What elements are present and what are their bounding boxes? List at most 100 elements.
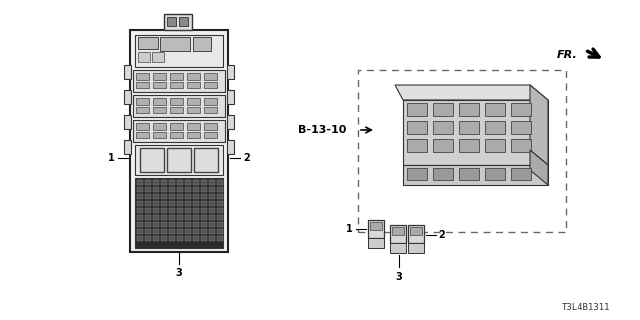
Bar: [433, 103, 453, 116]
Bar: [169, 236, 175, 241]
Bar: [209, 236, 215, 241]
Bar: [138, 52, 150, 62]
Bar: [145, 236, 151, 241]
Bar: [177, 229, 183, 234]
Bar: [137, 229, 143, 234]
Bar: [204, 82, 217, 88]
Bar: [140, 148, 164, 172]
Text: 1: 1: [346, 224, 353, 234]
Bar: [161, 201, 167, 206]
Bar: [137, 236, 143, 241]
Bar: [201, 236, 207, 241]
Bar: [170, 123, 183, 130]
Bar: [145, 215, 151, 220]
Bar: [185, 229, 191, 234]
Bar: [153, 73, 166, 80]
Bar: [130, 30, 228, 252]
Bar: [145, 194, 151, 199]
Bar: [209, 187, 215, 192]
Bar: [209, 208, 215, 213]
Bar: [138, 37, 158, 49]
Bar: [161, 187, 167, 192]
Bar: [177, 201, 183, 206]
Bar: [193, 222, 199, 227]
Bar: [124, 65, 131, 79]
Bar: [153, 229, 159, 234]
Bar: [407, 139, 427, 152]
Bar: [209, 222, 215, 227]
Bar: [153, 123, 166, 130]
Text: 3: 3: [175, 268, 182, 278]
Bar: [135, 35, 223, 67]
Bar: [433, 168, 453, 180]
Bar: [459, 139, 479, 152]
Bar: [209, 201, 215, 206]
Bar: [145, 222, 151, 227]
Bar: [185, 222, 191, 227]
Bar: [407, 103, 427, 116]
Bar: [136, 107, 149, 113]
Bar: [153, 194, 159, 199]
Bar: [137, 215, 143, 220]
Bar: [153, 208, 159, 213]
Bar: [217, 215, 223, 220]
Text: 3: 3: [396, 272, 403, 282]
Polygon shape: [403, 165, 548, 185]
Bar: [124, 140, 131, 154]
Bar: [187, 98, 200, 105]
Bar: [187, 123, 200, 130]
Bar: [227, 140, 234, 154]
Bar: [209, 229, 215, 234]
Bar: [185, 201, 191, 206]
Bar: [204, 132, 217, 138]
Bar: [201, 222, 207, 227]
Bar: [169, 201, 175, 206]
Bar: [170, 73, 183, 80]
Bar: [227, 65, 234, 79]
Bar: [153, 82, 166, 88]
Bar: [485, 121, 505, 134]
Bar: [358, 70, 566, 232]
Bar: [161, 236, 167, 241]
Bar: [392, 227, 404, 235]
Bar: [193, 201, 199, 206]
Bar: [170, 107, 183, 113]
Bar: [511, 139, 531, 152]
Bar: [170, 98, 183, 105]
Bar: [368, 220, 384, 238]
Bar: [153, 132, 166, 138]
Bar: [201, 229, 207, 234]
Bar: [217, 236, 223, 241]
Bar: [227, 90, 234, 104]
Bar: [124, 90, 131, 104]
Bar: [201, 180, 207, 185]
Bar: [153, 236, 159, 241]
Bar: [204, 98, 217, 105]
Bar: [209, 180, 215, 185]
Bar: [177, 208, 183, 213]
Polygon shape: [395, 85, 548, 100]
Bar: [209, 215, 215, 220]
Bar: [193, 187, 199, 192]
Bar: [187, 82, 200, 88]
Bar: [124, 115, 131, 129]
Bar: [164, 14, 192, 30]
Bar: [185, 215, 191, 220]
Bar: [170, 132, 183, 138]
Bar: [187, 132, 200, 138]
Bar: [485, 103, 505, 116]
Bar: [201, 208, 207, 213]
Bar: [407, 168, 427, 180]
Bar: [390, 243, 406, 253]
Bar: [201, 194, 207, 199]
Bar: [187, 107, 200, 113]
Bar: [170, 82, 183, 88]
Text: 1: 1: [108, 153, 115, 163]
Bar: [511, 121, 531, 134]
Bar: [145, 187, 151, 192]
Text: 2: 2: [438, 230, 445, 240]
Polygon shape: [403, 100, 548, 165]
Bar: [145, 201, 151, 206]
Bar: [161, 222, 167, 227]
Bar: [408, 243, 424, 253]
